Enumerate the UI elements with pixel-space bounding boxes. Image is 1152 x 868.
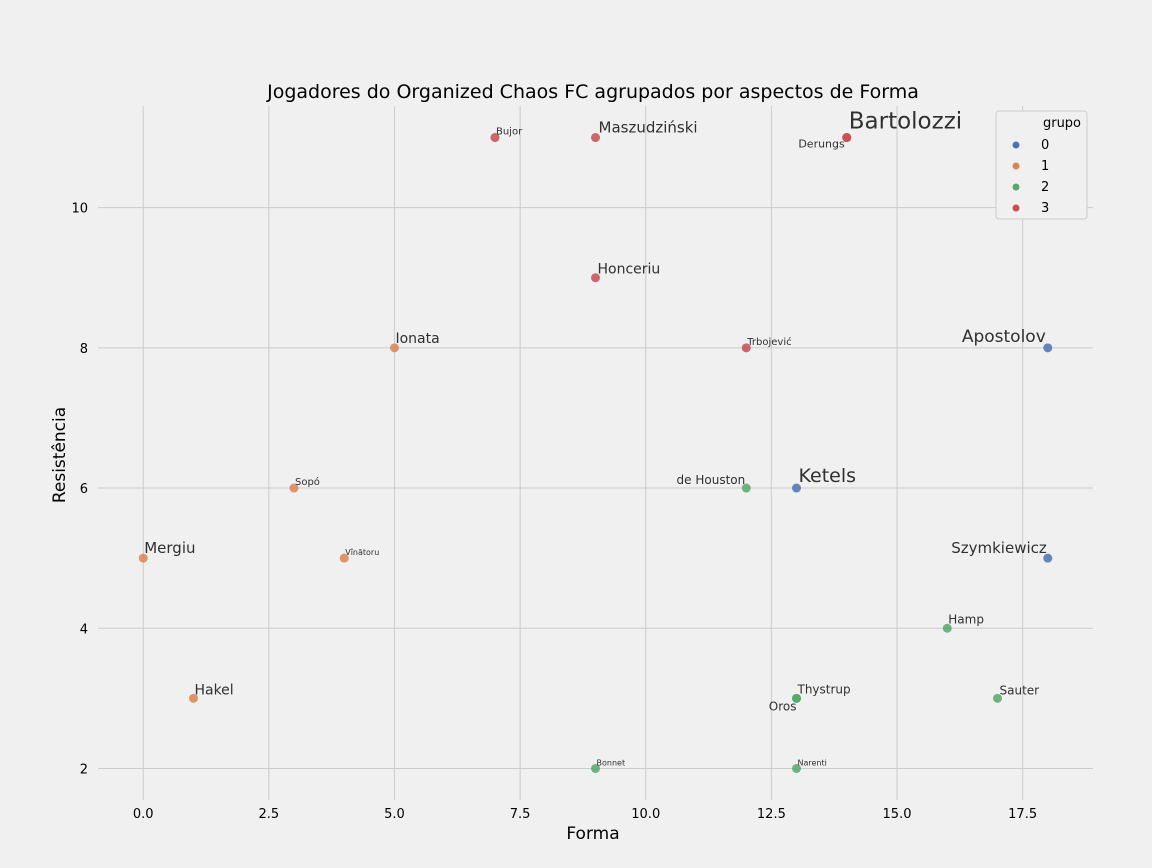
data-point — [993, 693, 1003, 703]
data-point — [591, 273, 600, 283]
point-label: Derungs — [798, 138, 845, 151]
data-point — [741, 483, 751, 493]
data-point — [792, 763, 802, 773]
data-point — [792, 483, 802, 493]
legend-marker — [1012, 204, 1020, 212]
point-label: Trbojević — [746, 336, 791, 348]
tick-labels: 0.0 2.5 5.0 7.5 10.0 12.5 15.0 17.5 2 4 6 8 10 — [71, 202, 1037, 822]
legend-marker — [1012, 183, 1020, 191]
point-label: Bujor — [496, 127, 523, 138]
y-tick-label: 8 — [80, 342, 88, 357]
x-tick-label: 0.0 — [133, 807, 154, 822]
legend-entry-label: 1 — [1041, 159, 1049, 174]
data-point — [942, 623, 952, 633]
point-label: Vînătoru — [345, 548, 379, 557]
point-label: Thystrup — [797, 682, 851, 696]
point-label: Sauter — [1000, 683, 1040, 697]
data-point — [842, 133, 852, 143]
y-tick-label: 2 — [80, 762, 88, 777]
x-tick-label: 2.5 — [259, 807, 280, 822]
data-point — [1043, 553, 1053, 563]
chart-title: Jogadores do Organized Chaos FC agrupado… — [266, 81, 919, 103]
legend: grupo 0 1 2 3 — [995, 110, 1088, 220]
point-label: Bonnet — [597, 758, 626, 767]
point-label: Narenti — [798, 758, 827, 767]
data-point — [188, 693, 198, 703]
legend-title: grupo — [1043, 116, 1081, 131]
data-points — [138, 133, 1053, 773]
y-tick-label: 6 — [80, 482, 88, 497]
data-point — [339, 553, 349, 563]
data-point — [289, 483, 299, 493]
point-label: Oros — [769, 699, 797, 713]
legend-marker — [1012, 141, 1020, 149]
legend-entry-label: 3 — [1041, 201, 1049, 216]
legend-box — [995, 110, 1088, 220]
point-label: Bartolozzi — [849, 109, 962, 135]
x-tick-label: 5.0 — [384, 807, 405, 822]
x-tick-label: 7.5 — [510, 807, 531, 822]
data-point — [741, 343, 751, 353]
point-label: de Houston — [677, 473, 746, 487]
point-label: Szymkiewicz — [951, 539, 1047, 557]
point-label: Maszudziński — [599, 119, 698, 137]
data-point — [1043, 343, 1053, 353]
point-label: Hakel — [194, 682, 233, 698]
legend-entry-label: 0 — [1041, 138, 1049, 153]
y-tick-label: 4 — [80, 622, 88, 637]
data-point — [389, 343, 399, 353]
point-label: Mergiu — [144, 539, 195, 557]
point-label: Ionata — [395, 331, 439, 347]
x-tick-label: 12.5 — [757, 807, 786, 822]
point-labels: Bartolozzi Derungs Bujor Maszudziński Honcer… — [144, 109, 1047, 768]
data-point — [591, 133, 600, 143]
data-point — [792, 693, 802, 703]
point-label: Ketels — [799, 465, 857, 487]
x-tick-label: 15.0 — [883, 807, 912, 822]
y-tick-label: 10 — [71, 202, 88, 217]
legend-entry-label: 2 — [1041, 180, 1049, 195]
legend-marker — [1012, 162, 1020, 170]
point-label: Honceriu — [598, 262, 661, 278]
data-point — [490, 133, 500, 143]
point-label: Sopó — [295, 476, 320, 488]
x-tick-label: 10.0 — [631, 807, 660, 822]
point-label: Hamp — [948, 612, 984, 626]
x-axis-label: Forma — [566, 824, 619, 844]
y-axis-label: Resistência — [50, 407, 70, 503]
point-label: Apostolov — [962, 327, 1046, 347]
x-tick-label: 17.5 — [1008, 807, 1037, 822]
data-point — [138, 553, 148, 563]
data-point — [591, 763, 600, 773]
